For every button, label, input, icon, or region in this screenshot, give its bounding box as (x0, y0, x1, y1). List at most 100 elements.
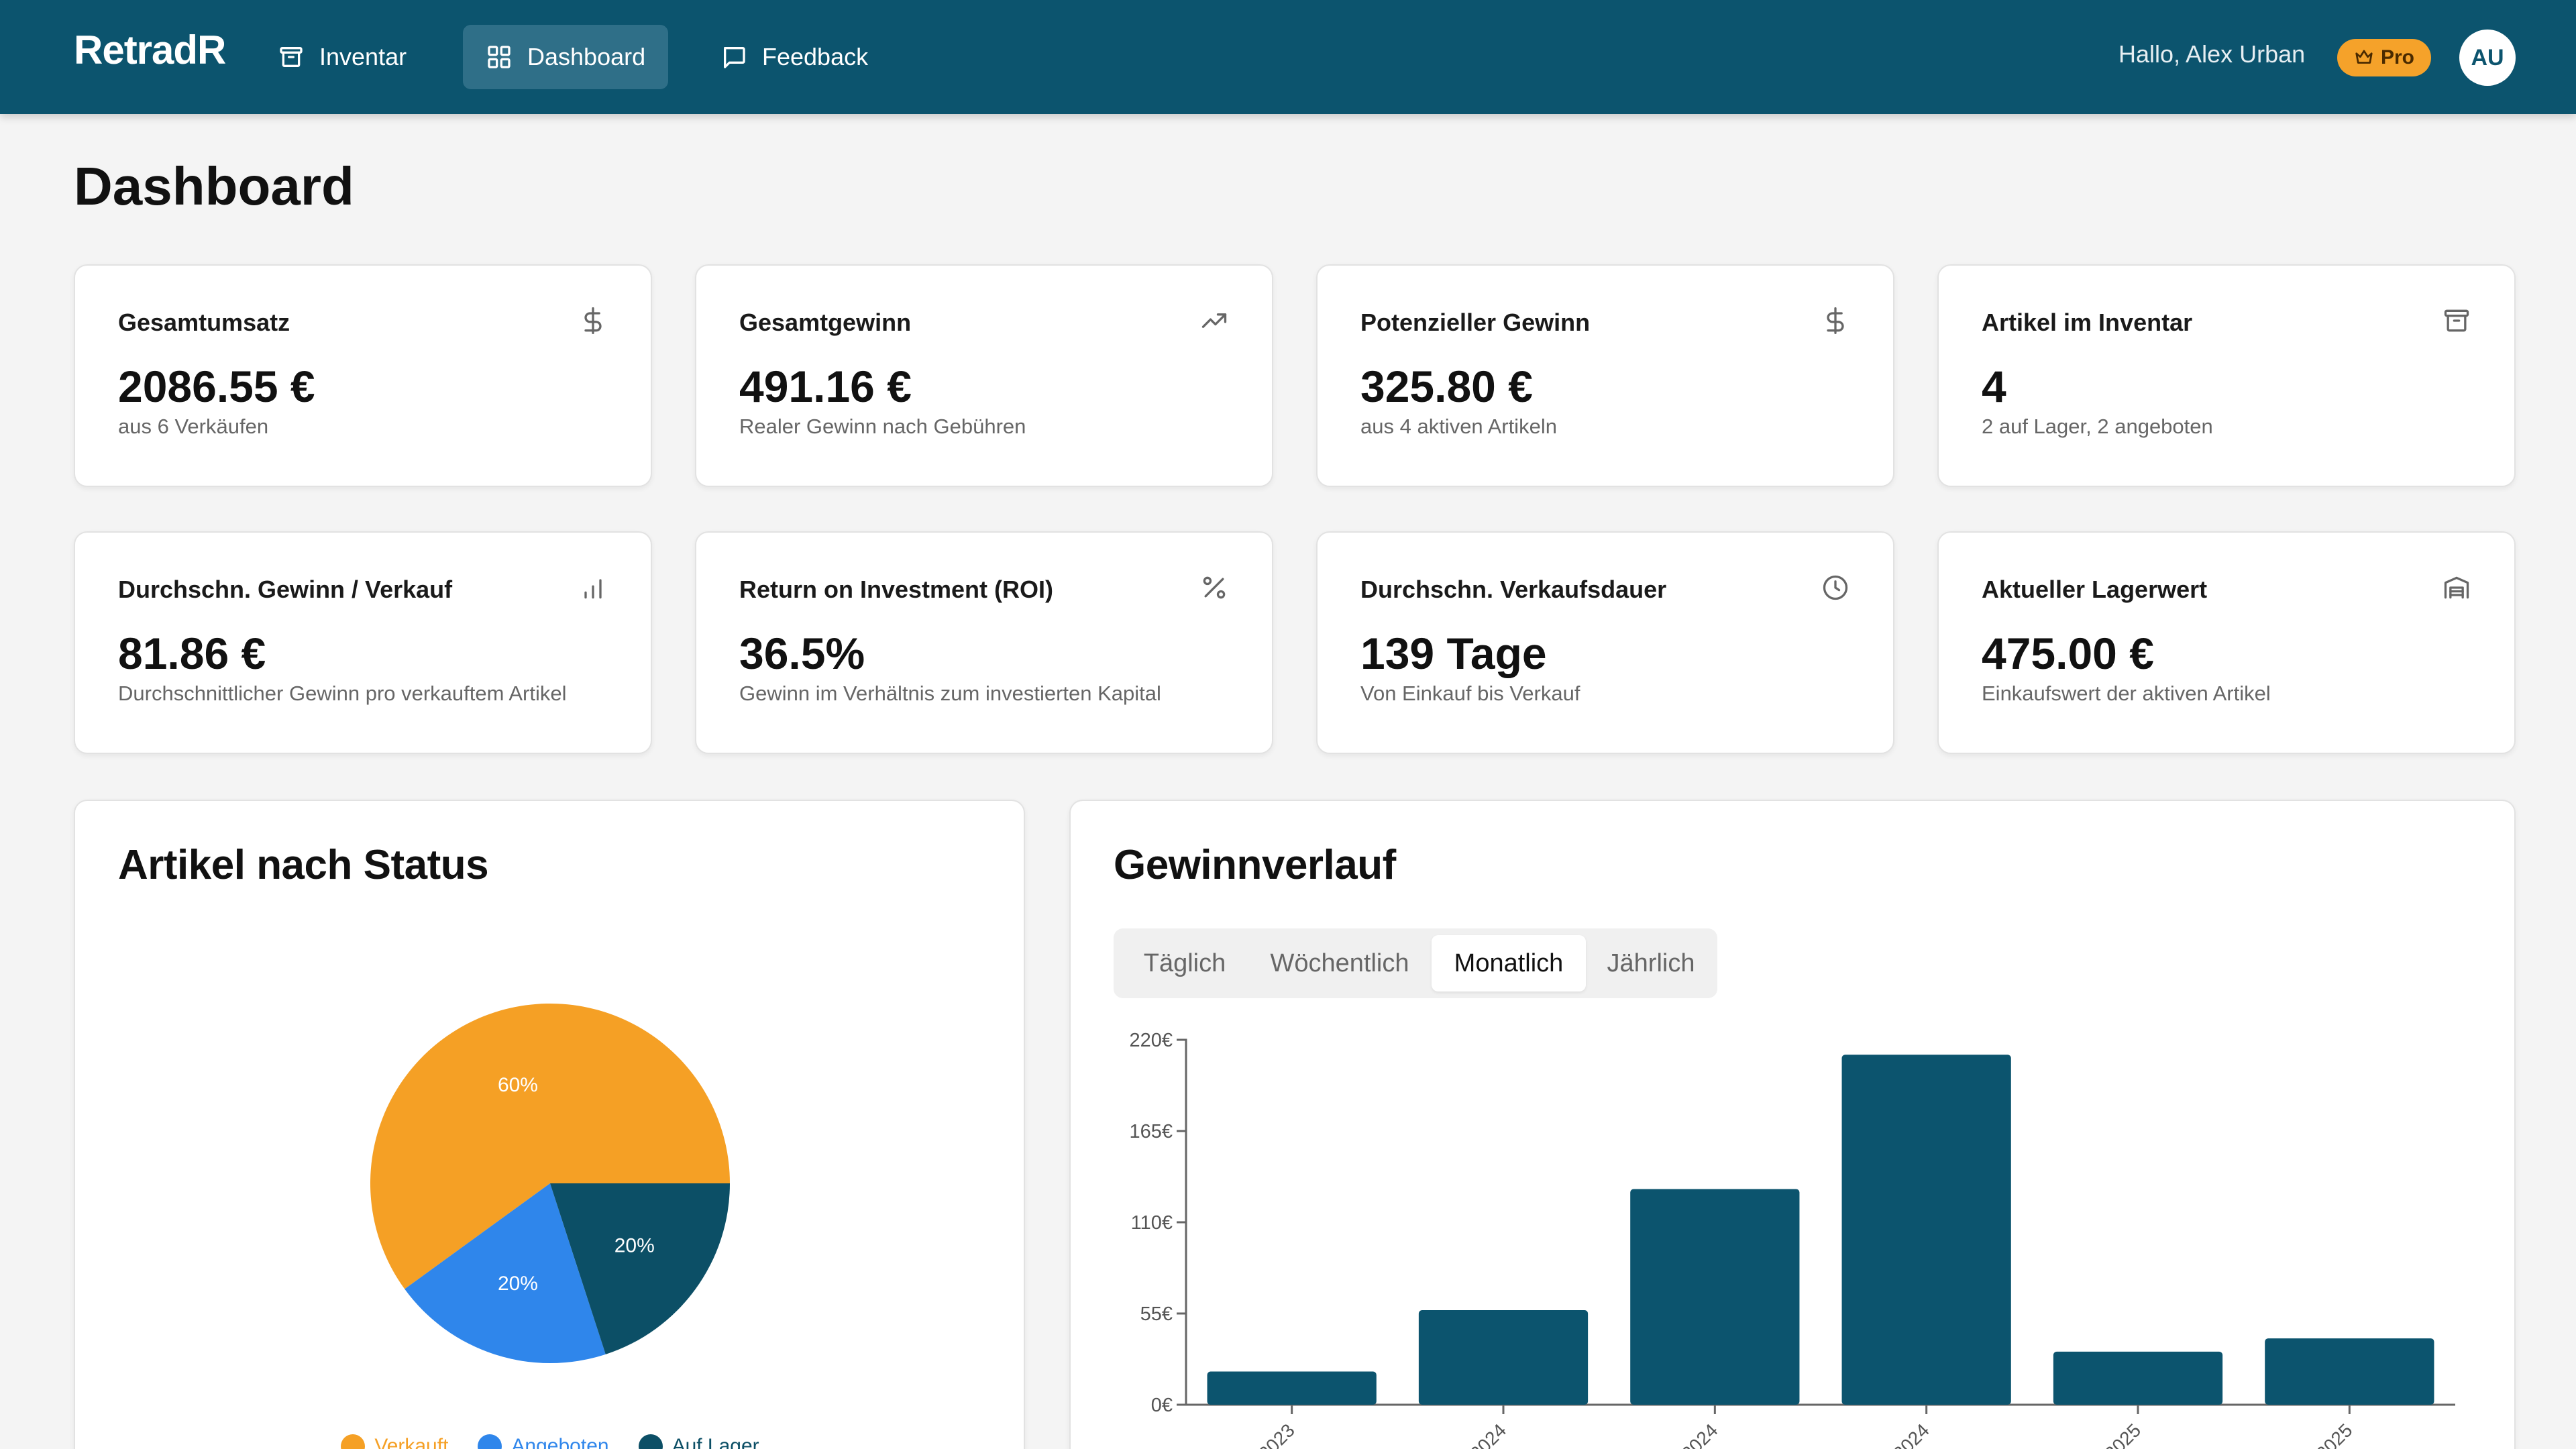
stat-subtitle: aus 4 aktiven Artikeln (1360, 415, 1557, 438)
top-navbar: RetradR Inventar Dashboard Feedback Hall… (0, 0, 2576, 114)
stat-title: Gesamtgewinn (739, 309, 912, 336)
tab-taeglich[interactable]: Täglich (1143, 949, 1226, 977)
legend-item-angeboten[interactable]: Angeboten (478, 1426, 609, 1449)
nav-item-inventar[interactable]: Inventar (255, 25, 429, 89)
pro-badge-label: Pro (2380, 46, 2414, 68)
stat-title: Potenzieller Gewinn (1360, 309, 1591, 336)
y-tick-label: 165€ (1129, 1121, 1173, 1142)
bar[interactable] (2053, 1351, 2223, 1405)
y-tick-label: 55€ (1140, 1303, 1173, 1325)
trending-up-icon (1199, 306, 1229, 335)
pie-slice-angeboten[interactable] (405, 1183, 606, 1363)
nav-item-label: Dashboard (527, 43, 646, 70)
stat-value: 139 Tage (1360, 629, 1547, 678)
nav-item-label: Feedback (762, 43, 869, 70)
warehouse-icon (2442, 573, 2471, 602)
stat-value: 2086.55 € (118, 362, 315, 411)
stat-title: Durchschn. Verkaufsdauer (1360, 576, 1667, 603)
message-icon (724, 47, 745, 68)
status-panel: Artikel nach Status 60% 20% 20% Verkauft A… (74, 800, 1025, 1449)
tab-jaehrlich[interactable]: Jährlich (1607, 949, 1695, 977)
user-avatar[interactable]: AU (2459, 30, 2516, 86)
stat-subtitle: 2 auf Lager, 2 angeboten (1982, 415, 2213, 438)
stat-subtitle: Gewinn im Verhältnis zum investierten Ka… (739, 682, 1161, 705)
stat-card-artikel-im-inventar: Artikel im Inventar 4 2 auf Lager, 2 ang… (1937, 264, 2516, 487)
stat-title: Return on Investment (ROI) (739, 576, 1054, 603)
legend-label: Auf Lager (672, 1435, 759, 1449)
stat-card-gesamtumsatz: Gesamtumsatz 2086.55 € aus 6 Verkäufen (74, 264, 652, 487)
page-title: Dashboard (74, 156, 354, 216)
stat-subtitle: Durchschnittlicher Gewinn pro verkauftem… (118, 682, 567, 705)
stat-value: 491.16 € (739, 362, 912, 411)
stat-value: 325.80 € (1360, 362, 1533, 411)
x-tick-label: 2024 (1678, 1419, 1722, 1449)
legend-label: Verkauft (374, 1435, 449, 1449)
stat-subtitle: aus 6 Verkäufen (118, 415, 269, 438)
tab-woechentlich[interactable]: Wöchentlich (1270, 949, 1409, 977)
tab-monatlich[interactable]: Monatlich (1432, 935, 1586, 991)
legend-label: Angeboten (511, 1435, 609, 1449)
crown-icon (2355, 50, 2373, 64)
archive-icon (2442, 306, 2471, 335)
pro-badge[interactable]: Pro (2337, 39, 2431, 76)
stat-card-gesamtgewinn: Gesamtgewinn 491.16 € Realer Gewinn nach… (695, 264, 1273, 487)
nav-item-feedback[interactable]: Feedback (698, 25, 891, 89)
panel-title: Artikel nach Status (118, 842, 489, 888)
pie-slice-label: 60% (498, 1074, 538, 1096)
app-logo[interactable]: RetradR (74, 28, 226, 72)
stat-value: 36.5% (739, 629, 865, 678)
pie-slice-auf-lager[interactable] (550, 1183, 730, 1354)
archive-icon (280, 47, 303, 68)
y-tick-label: 110€ (1131, 1212, 1173, 1234)
x-tick-label: 2025 (2312, 1419, 2357, 1449)
legend-dot (478, 1434, 502, 1449)
stat-title: Aktueller Lagerwert (1982, 576, 2208, 603)
dollar-icon (578, 306, 608, 335)
legend-dot (341, 1434, 366, 1449)
stat-value: 81.86 € (118, 629, 266, 678)
percent-icon (1199, 573, 1229, 602)
stat-title: Gesamtumsatz (118, 309, 290, 336)
profit-bar-chart: 0€ 55€ 110€ 165€ 220€ 2023 2024 2024 2024 2025 202… (1129, 1030, 2455, 1449)
x-tick-label: 2024 (1466, 1419, 1510, 1449)
y-tick-label: 220€ (1129, 1030, 1173, 1051)
y-tick-label: 0€ (1151, 1395, 1173, 1416)
bar[interactable] (1418, 1310, 1589, 1405)
user-greeting: Hallo, Alex Urban (2118, 40, 2306, 68)
legend-item-verkauft[interactable]: Verkauft (341, 1426, 448, 1449)
stat-subtitle: Von Einkauf bis Verkauf (1360, 682, 1580, 705)
x-tick-label: 2025 (2100, 1419, 2145, 1449)
bar[interactable] (2265, 1338, 2434, 1405)
x-tick-label: 2023 (1254, 1419, 1299, 1449)
panel-title: Gewinnverlauf (1114, 842, 1396, 888)
stat-card-potenzieller-gewinn: Potenzieller Gewinn 325.80 € aus 4 aktiv… (1316, 264, 1894, 487)
stat-card-lagerwert: Aktueller Lagerwert 475.00 € Einkaufswer… (1937, 531, 2516, 754)
stat-card-durchschn-gewinn: Durchschn. Gewinn / Verkauf 81.86 € Durc… (74, 531, 652, 754)
nav-item-dashboard[interactable]: Dashboard (463, 25, 669, 89)
grid-icon (488, 46, 511, 68)
x-tick-label: 2024 (1889, 1419, 1933, 1449)
stat-card-roi: Return on Investment (ROI) 36.5% Gewinn … (695, 531, 1273, 754)
pie-slice-label: 20% (614, 1234, 655, 1256)
bar[interactable] (1207, 1371, 1377, 1405)
status-pie-chart: 60% 20% 20% (370, 1004, 730, 1363)
stat-title: Artikel im Inventar (1982, 309, 2193, 336)
bar[interactable] (1630, 1189, 1800, 1405)
nav-item-label: Inventar (319, 43, 407, 70)
legend-dot (638, 1434, 663, 1449)
legend-item-auf-lager[interactable]: Auf Lager (638, 1426, 759, 1449)
stat-card-verkaufsdauer: Durchschn. Verkaufsdauer 139 Tage Von Ei… (1316, 531, 1894, 754)
profit-panel: Gewinnverlauf Täglich Wöchentlich Monatl… (1069, 800, 2516, 1449)
bar[interactable] (1841, 1055, 2011, 1405)
stat-value: 475.00 € (1982, 629, 2154, 678)
stat-subtitle: Einkaufswert der aktiven Artikel (1982, 682, 2271, 705)
pie-slice-verkauft[interactable] (370, 1004, 730, 1289)
stat-subtitle: Realer Gewinn nach Gebühren (739, 415, 1026, 438)
bar-chart-icon (578, 573, 608, 602)
stat-value: 4 (1982, 362, 2006, 411)
clock-icon (1821, 573, 1850, 602)
dollar-icon (1821, 306, 1850, 335)
period-tabs: Täglich Wöchentlich Monatlich Jährlich (1114, 928, 1717, 998)
pie-slice-label: 20% (498, 1273, 538, 1295)
stat-title: Durchschn. Gewinn / Verkauf (118, 576, 453, 603)
